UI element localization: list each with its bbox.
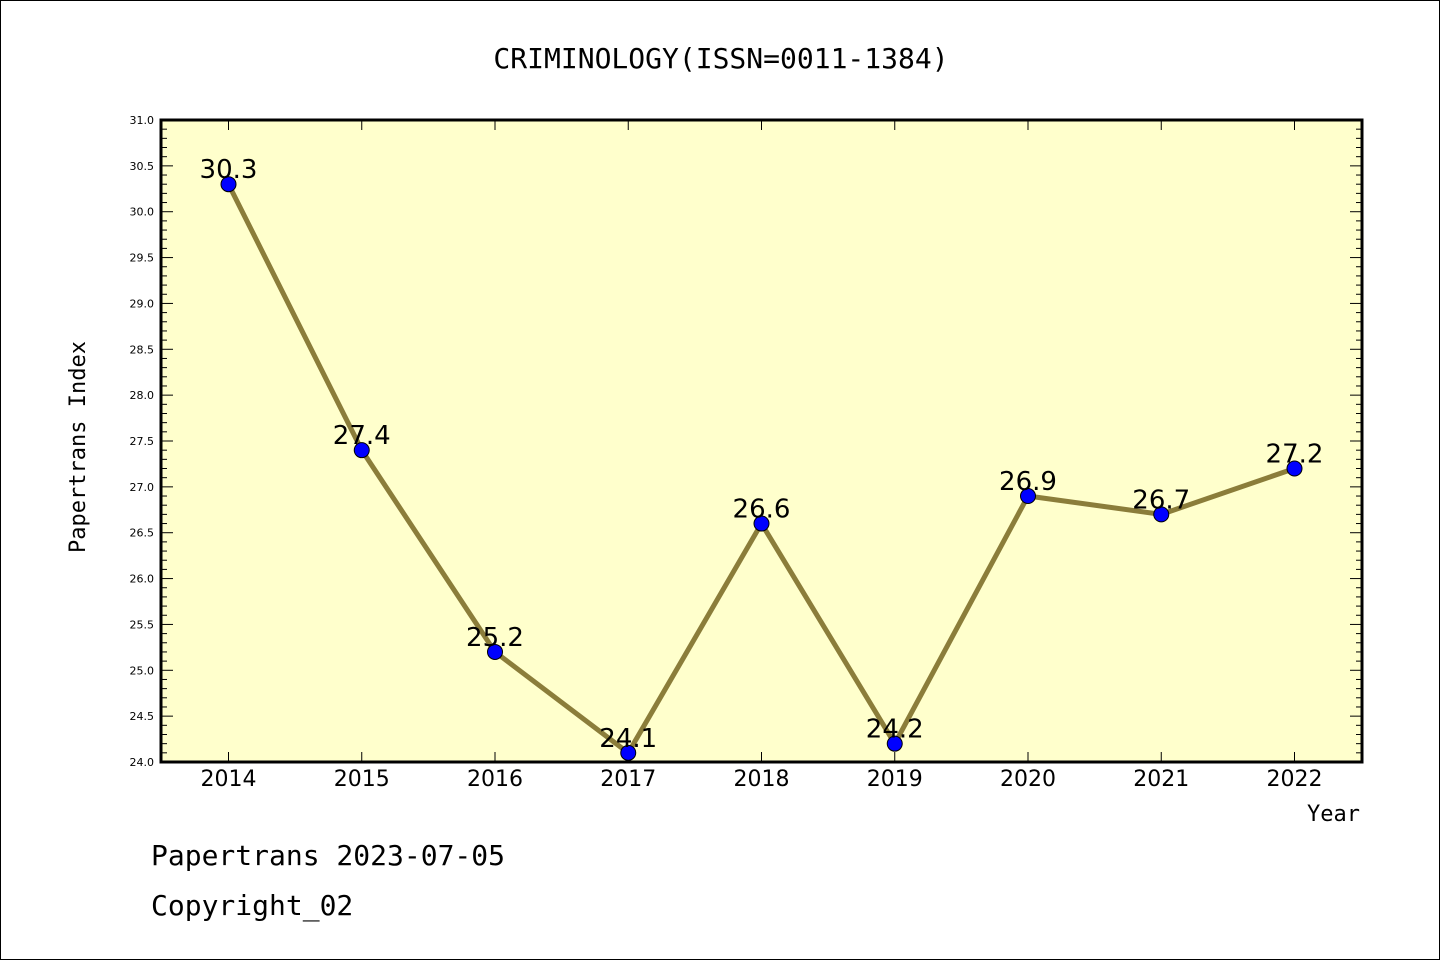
y-tick-label: 24.5 bbox=[130, 710, 155, 723]
data-value-label: 27.2 bbox=[1266, 440, 1324, 470]
x-tick-label: 2022 bbox=[1267, 767, 1323, 792]
y-tick-label: 27.5 bbox=[130, 435, 155, 448]
x-tick-label: 2021 bbox=[1133, 767, 1189, 792]
chart-title: CRIMINOLOGY(ISSN=0011-1384) bbox=[493, 42, 948, 75]
x-axis-title: Year bbox=[1307, 802, 1360, 827]
y-tick-label: 27.0 bbox=[130, 481, 155, 494]
x-tick-label: 2015 bbox=[334, 767, 390, 792]
y-tick-label: 25.5 bbox=[130, 618, 155, 631]
x-tick-label: 2016 bbox=[467, 767, 523, 792]
data-value-label: 26.6 bbox=[733, 495, 791, 525]
data-point-marker bbox=[1286, 460, 1303, 477]
data-value-label: 25.2 bbox=[466, 623, 524, 653]
data-point-marker bbox=[1020, 488, 1036, 505]
data-point-marker bbox=[886, 735, 903, 752]
x-tick-label: 2017 bbox=[600, 767, 656, 792]
data-value-label: 26.9 bbox=[999, 467, 1057, 497]
y-tick-label: 28.0 bbox=[130, 389, 155, 402]
y-tick-label: 26.0 bbox=[130, 573, 155, 586]
x-tick-label: 2019 bbox=[867, 767, 923, 792]
y-tick-label: 28.5 bbox=[130, 343, 155, 356]
plot-area bbox=[159, 118, 1364, 764]
x-axis: 2014 2015 2016 2017 2018 2019 2020 2021 2022 bbox=[201, 120, 1323, 792]
data-point-marker bbox=[620, 744, 637, 761]
y-tick-label: 29.5 bbox=[130, 252, 155, 265]
footer-date: Papertrans 2023-07-05 bbox=[151, 839, 505, 872]
y-tick-label: 29.0 bbox=[130, 297, 155, 310]
series-markers bbox=[220, 176, 1303, 761]
y-tick-label: 24.0 bbox=[130, 756, 155, 769]
data-value-label: 24.2 bbox=[866, 715, 924, 745]
x-tick-label: 2018 bbox=[734, 767, 790, 792]
data-point-marker bbox=[753, 515, 770, 532]
x-tick-label: 2020 bbox=[1000, 767, 1056, 792]
y-axis: 24.0 24.5 25.0 25.5 26.0 26.5 27.0 27.5 28.0 28.5… bbox=[130, 114, 1362, 769]
data-point-marker bbox=[1153, 506, 1170, 523]
data-value-label: 27.4 bbox=[333, 421, 391, 451]
data-point-marker bbox=[220, 176, 237, 193]
footer-copyright: Copyright_02 bbox=[151, 889, 353, 923]
data-value-label: 26.7 bbox=[1132, 485, 1190, 515]
y-axis-title: Papertrans Index bbox=[66, 341, 91, 553]
y-tick-label: 30.5 bbox=[130, 160, 155, 173]
data-labels: 30.3 27.4 25.2 24.1 26.6 24.2 26.9 26.7 27.2 bbox=[200, 155, 1324, 754]
data-point-marker bbox=[487, 643, 503, 660]
x-tick-label: 2014 bbox=[201, 767, 257, 792]
data-point-marker bbox=[353, 442, 370, 459]
data-value-label: 24.1 bbox=[599, 724, 657, 754]
data-value-label: 30.3 bbox=[200, 155, 258, 185]
y-tick-label: 31.0 bbox=[130, 114, 155, 127]
y-tick-label: 30.0 bbox=[130, 206, 155, 219]
y-tick-label: 25.0 bbox=[130, 664, 155, 677]
y-tick-label: 26.5 bbox=[130, 527, 155, 540]
